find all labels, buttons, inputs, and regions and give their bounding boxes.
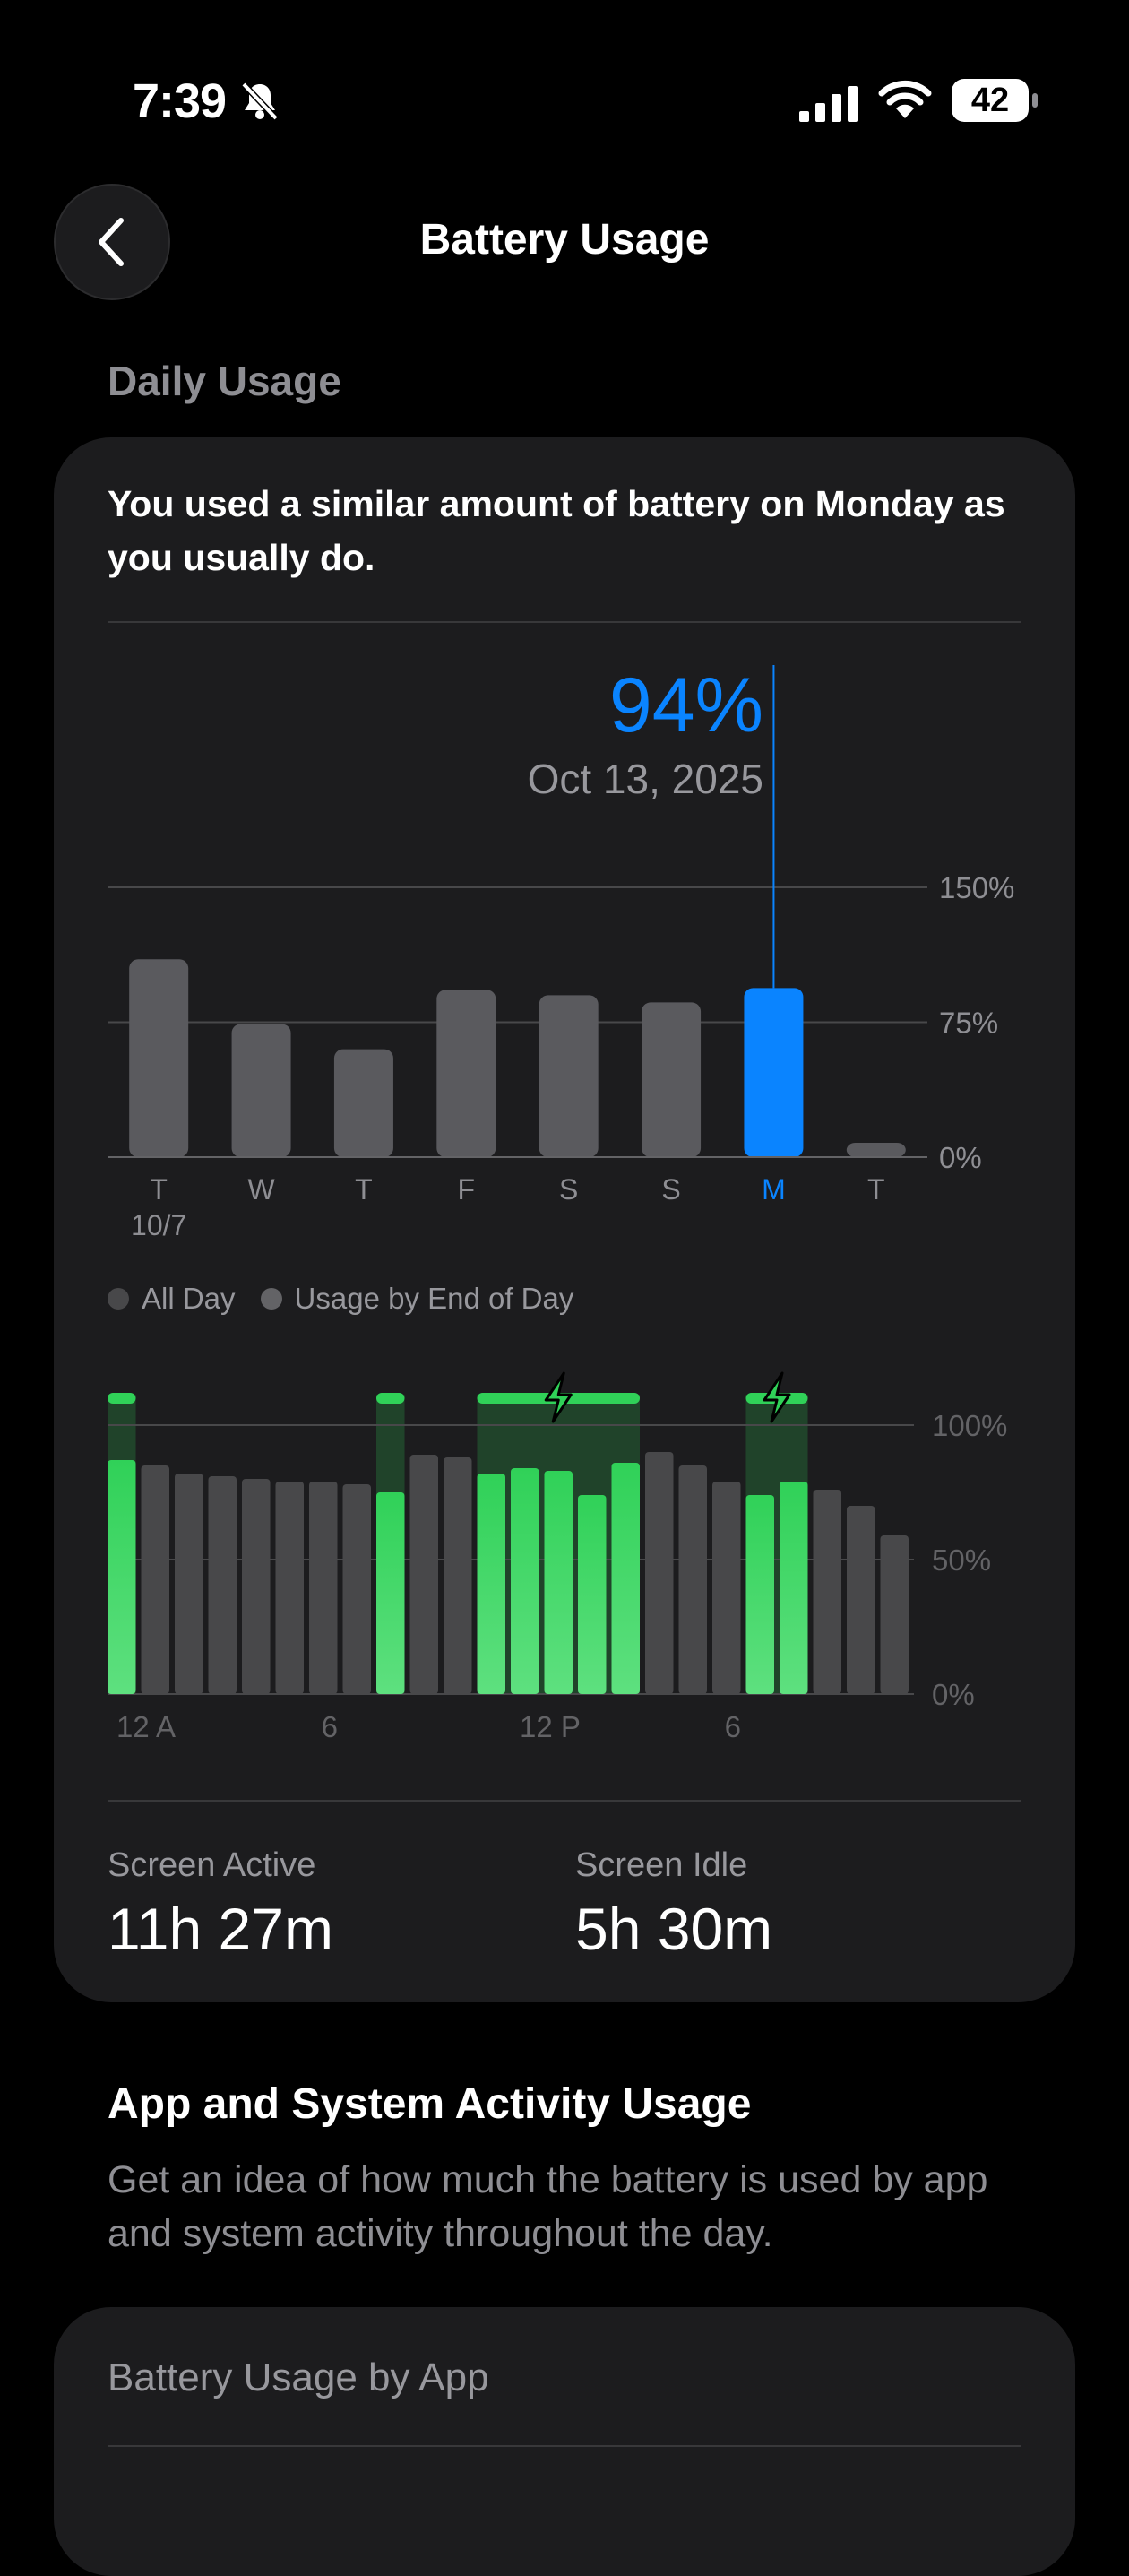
activity-description: Get an idea of how much the battery is u… <box>108 2158 988 2255</box>
x-tick-label: T <box>355 1173 373 1206</box>
x-tick-label: T <box>867 1173 885 1206</box>
daily-bar[interactable] <box>846 1142 906 1157</box>
hourly-bar[interactable] <box>409 1455 439 1694</box>
x-tick-label: 12 A <box>116 1710 176 1743</box>
legend-dot <box>108 1288 129 1310</box>
y-tick-label: 150% <box>939 871 1014 904</box>
screen-idle-label: Screen Idle <box>575 1846 748 1884</box>
hourly-bar[interactable] <box>645 1452 674 1694</box>
daily-bar[interactable] <box>436 990 496 1157</box>
charging-indicator <box>108 1393 136 1404</box>
screen-active-value: 11h 27m <box>108 1896 333 1962</box>
bell-slash-icon <box>240 81 280 126</box>
x-tick-label: F <box>458 1173 476 1206</box>
legend-all-day: All Day <box>108 1282 236 1316</box>
legend-dot <box>260 1288 282 1310</box>
back-button[interactable] <box>54 184 170 300</box>
battery-by-app-heading[interactable]: Battery Usage by App <box>108 2356 489 2399</box>
daily-usage-card <box>54 437 1075 2002</box>
battery-level: 42 <box>970 82 1010 119</box>
hourly-bar[interactable] <box>880 1535 909 1694</box>
status-time: 7:39 <box>133 74 227 128</box>
battery-by-app-card <box>54 2307 1075 2576</box>
wifi-icon <box>878 79 932 125</box>
y-tick-label: 100% <box>932 1409 1007 1442</box>
hourly-bar[interactable] <box>847 1506 875 1694</box>
charging-bolt-icon <box>544 1371 573 1423</box>
activity-heading: App and System Activity Usage <box>108 2080 752 2128</box>
hourly-bar[interactable] <box>376 1492 405 1694</box>
selected-day-date: Oct 13, 2025 <box>527 756 763 802</box>
hourly-bar[interactable] <box>444 1457 472 1694</box>
cellular-signal-icon <box>799 86 860 126</box>
usage-summary: You used a similar amount of battery on … <box>108 483 1005 578</box>
hourly-bar[interactable] <box>242 1479 271 1694</box>
x-tick-label: W <box>247 1173 275 1206</box>
separator <box>108 2445 1021 2447</box>
hourly-bar[interactable] <box>611 1463 641 1694</box>
y-tick-label: 50% <box>932 1543 991 1577</box>
charging-bolt-icon <box>763 1371 791 1423</box>
x-tick-label: T <box>150 1173 168 1206</box>
x-tick-label: 6 <box>725 1710 741 1743</box>
y-tick-label: 0% <box>932 1678 975 1711</box>
separator <box>108 621 1021 623</box>
y-tick-label: 75% <box>939 1007 998 1040</box>
hourly-bar[interactable] <box>108 1460 136 1694</box>
chart-legend: All Day Usage by End of Day <box>108 1282 599 1316</box>
legend-end-of-day: Usage by End of Day <box>260 1282 574 1316</box>
daily-bar[interactable] <box>539 995 599 1157</box>
separator <box>108 1800 1021 1802</box>
daily-bar[interactable] <box>129 959 189 1157</box>
daily-bar[interactable] <box>231 1024 291 1157</box>
x-tick-label: S <box>661 1173 680 1206</box>
hourly-bar[interactable] <box>544 1471 573 1694</box>
hourly-bar[interactable] <box>309 1482 338 1694</box>
hourly-bar[interactable] <box>275 1482 305 1694</box>
daily-bar[interactable] <box>333 1049 393 1157</box>
daily-usage-chart[interactable]: 150%75%0%T10/7W T F S S M T <box>0 0 1129 1273</box>
x-tick-label: S <box>559 1173 578 1206</box>
hourly-bar[interactable] <box>678 1465 708 1694</box>
screen-active-label: Screen Active <box>108 1846 316 1884</box>
selected-day-value: 94% <box>608 662 763 748</box>
legend-label: All Day <box>142 1282 236 1315</box>
x-tick-label: 6 <box>322 1710 338 1743</box>
legend-label: Usage by End of Day <box>294 1282 574 1315</box>
hourly-bar[interactable] <box>175 1474 203 1694</box>
screen-idle-value: 5h 30m <box>575 1896 773 1962</box>
hourly-bar[interactable] <box>208 1476 237 1694</box>
hourly-bar[interactable] <box>511 1468 539 1694</box>
hourly-bar[interactable] <box>477 1474 506 1694</box>
daily-bar[interactable] <box>642 1002 702 1157</box>
chevron-left-icon <box>99 218 124 266</box>
hourly-bar[interactable] <box>712 1482 741 1694</box>
charging-indicator <box>376 1393 405 1404</box>
hourly-bar[interactable] <box>813 1490 842 1694</box>
hourly-bar[interactable] <box>745 1495 775 1694</box>
x-tick-label: 12 P <box>520 1710 581 1743</box>
y-tick-label: 0% <box>939 1141 982 1174</box>
daily-usage-heading: Daily Usage <box>108 358 341 404</box>
x-tick-label: M <box>762 1173 786 1206</box>
hourly-bar[interactable] <box>141 1465 170 1694</box>
hourly-bar[interactable] <box>780 1482 808 1694</box>
hourly-bar[interactable] <box>342 1484 372 1694</box>
x-tick-sublabel: 10/7 <box>131 1209 186 1241</box>
daily-bar[interactable] <box>744 988 804 1157</box>
page-title: Battery Usage <box>419 216 710 264</box>
hourly-usage-chart[interactable]: 100% 50% 0% 12 A 6 12 P 6 <box>0 0 1129 1757</box>
hourly-bar[interactable] <box>578 1495 607 1694</box>
